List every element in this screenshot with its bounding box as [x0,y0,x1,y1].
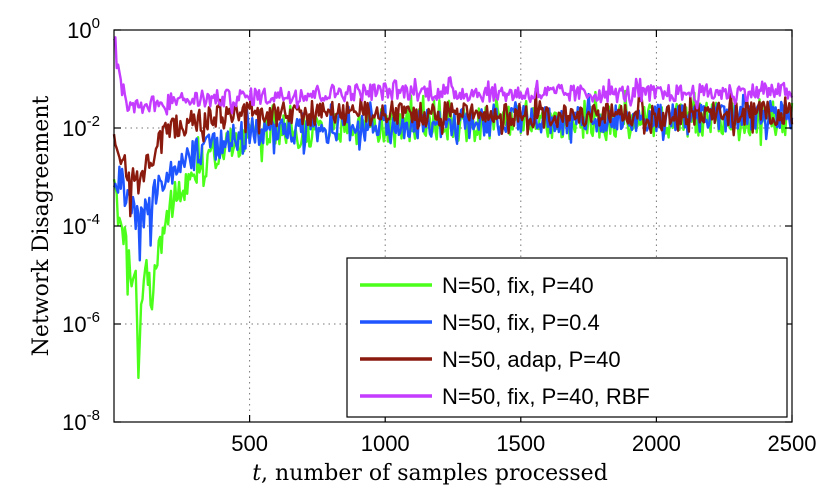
legend-label-1: N=50, fix, P=40 [442,273,594,298]
y-tick-label: 10-2 [62,113,100,141]
legend-label-3: N=50, adap, P=40 [442,347,621,372]
y-tick-label: 10-4 [62,211,100,239]
y-tick-label: 10-6 [62,309,100,337]
series-line-4 [112,36,794,116]
series-group [112,36,794,380]
y-tick-label: 100 [67,15,100,43]
x-tick-label: 2000 [632,431,681,456]
legend-label-2: N=50, fix, P=0.4 [442,310,600,335]
x-tick-label: 2500 [768,431,817,456]
x-axis-label: t, number of samples processed [252,461,608,486]
x-tick-label: 1000 [361,431,410,456]
legend: N=50, fix, P=40 N=50, fix, P=0.4 N=50, ada… [346,257,788,418]
y-tick-label: 10-8 [62,407,100,435]
legend-label-4: N=50, fix, P=40, RBF [442,384,650,409]
x-tick-label: 500 [231,431,268,456]
x-axis-ticks: 500 1000 1500 2000 2500 [231,30,816,456]
y-axis-label: Network Disagreement [29,96,54,357]
series-line-3 [112,87,794,218]
x-tick-label: 1500 [496,431,545,456]
y-axis-ticks: 100 10-2 10-4 10-6 10-8 [62,15,792,435]
